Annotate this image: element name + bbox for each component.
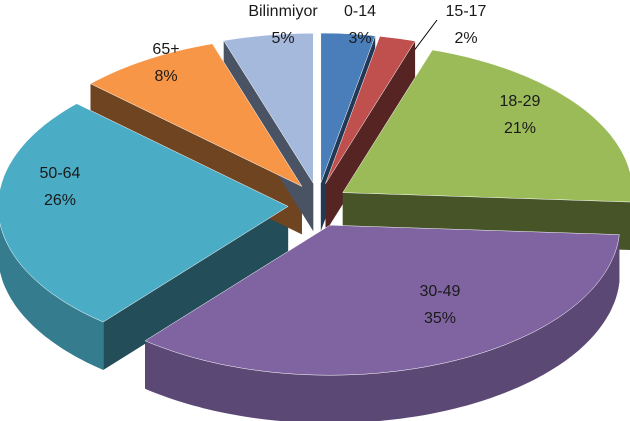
slice-label: 0-14 <box>344 3 376 20</box>
slice-side <box>103 206 289 370</box>
slice-value-label: 8% <box>154 68 177 85</box>
slice-label: 65+ <box>152 41 179 58</box>
slice <box>325 36 416 184</box>
slice-label: 30-49 <box>420 283 461 300</box>
slice <box>144 224 620 376</box>
slice-value-label: 3% <box>348 30 371 47</box>
slice-tops <box>0 32 630 376</box>
slice-label: 18-29 <box>500 93 541 110</box>
slice-value-label: 35% <box>424 310 456 327</box>
slice-label: 15-17 <box>446 3 487 20</box>
slice <box>223 33 314 185</box>
slice <box>320 32 376 184</box>
slice-wall <box>0 223 104 370</box>
slice-value-label: 2% <box>454 30 477 47</box>
slice-label: 50-64 <box>40 165 81 182</box>
slice <box>0 103 289 323</box>
slice-label: Bilinmiyor <box>248 3 318 20</box>
slice <box>89 43 303 188</box>
slice-value-label: 21% <box>504 120 536 137</box>
slice-wall <box>145 234 620 421</box>
slice-value-label: 26% <box>44 192 76 209</box>
slice-value-label: 5% <box>271 30 294 47</box>
